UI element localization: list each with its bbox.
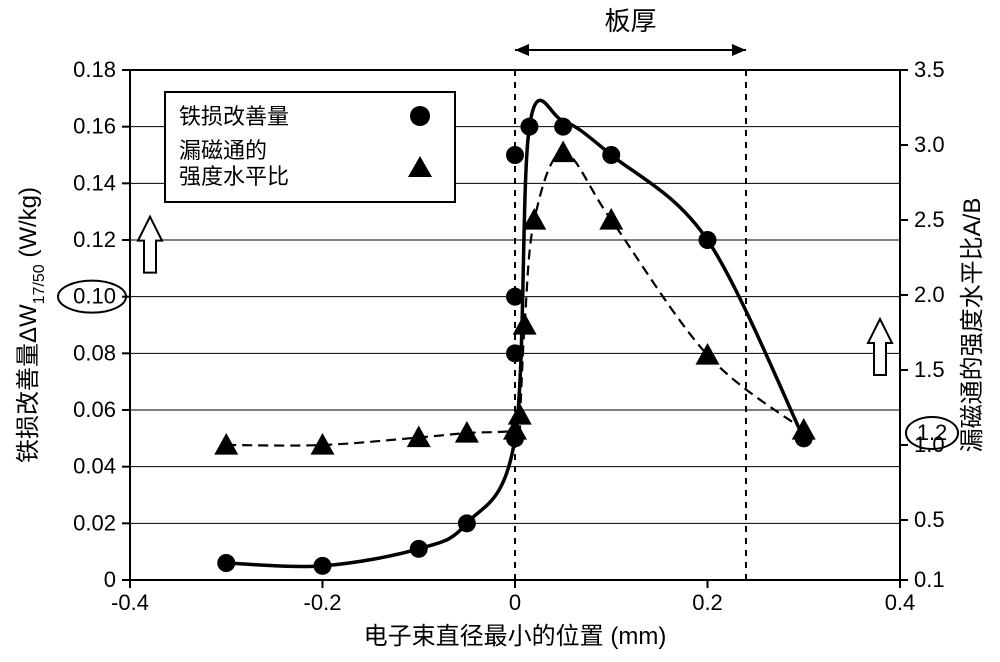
callout-right-value: 1.2 (917, 420, 948, 445)
x-tick-label: -0.2 (304, 590, 342, 615)
x-tick-label: -0.4 (111, 590, 149, 615)
marker-circle (520, 118, 538, 136)
marker-circle (554, 118, 572, 136)
marker-triangle (599, 208, 623, 230)
x-axis-label: 电子束直径最小的位置 (mm) (364, 623, 667, 650)
yr-tick-label: 2.5 (914, 207, 945, 232)
yl-tick-label: 0.12 (73, 227, 116, 252)
yl-tick-label: 0.16 (73, 114, 116, 139)
legend-item-2a: 漏磁通的 (179, 138, 267, 163)
marker-triangle (508, 403, 532, 425)
yr-tick-label: 3.5 (914, 57, 945, 82)
x-tick-label: 0 (509, 590, 521, 615)
yr-tick-label: 0.5 (914, 507, 945, 532)
yr-tick-label: 1.5 (914, 357, 945, 382)
yr-tick-label: 0.1 (914, 567, 945, 592)
marker-triangle (214, 433, 238, 455)
dual-axis-chart: -0.4 -0.2 0 0.2 0.4 电子束直径最小的位置 (mm) 0 0.02 0.04 0… (0, 0, 1000, 662)
legend-item-1: 铁损改善量 (179, 104, 289, 129)
yl-tick-label: 0.04 (73, 454, 116, 479)
marker-triangle (513, 313, 537, 335)
marker-circle (314, 557, 332, 575)
marker-circle (410, 540, 428, 558)
marker-circle (506, 146, 524, 164)
marker-circle (458, 514, 476, 532)
marker-triangle (551, 141, 575, 163)
arrowhead-left (515, 44, 529, 56)
yr-tick-label: 2.0 (914, 282, 945, 307)
yl-tick-label: 0.14 (73, 170, 116, 195)
yl-tick-label: 0.18 (73, 57, 116, 82)
marker-circle (217, 554, 235, 572)
yl-axis-label: 铁损改善量ΔW17/50 (W/kg) (15, 187, 48, 463)
yl-tick-label: 0.02 (73, 510, 116, 535)
x-tick-label: 0.2 (692, 590, 723, 615)
marker-circle (506, 288, 524, 306)
x-tick-label: 0.4 (885, 590, 916, 615)
yr-tick-label: 3.0 (914, 132, 945, 157)
up-arrow-icon (138, 217, 162, 273)
marker-circle (506, 344, 524, 362)
yl-axis-label-group: 铁损改善量ΔW17/50 (W/kg) (15, 187, 48, 463)
legend-item-2b: 强度水平比 (179, 164, 289, 189)
yl-tick-label: 0 (104, 567, 116, 592)
yl-tick-label: 0.06 (73, 397, 116, 422)
yr-axis-label-group: 漏磁通的强度水平比A/B (959, 198, 986, 453)
yl-tick-label: 0.10 (73, 284, 116, 309)
top-title: 板厚 (604, 6, 656, 36)
yr-axis-label: 漏磁通的强度水平比A/B (959, 198, 986, 453)
legend-marker-circle (410, 106, 430, 126)
yl-tick-label: 0.08 (73, 340, 116, 365)
marker-circle (602, 146, 620, 164)
marker-circle (699, 231, 717, 249)
up-arrow-icon (868, 319, 892, 375)
arrowhead-right (732, 44, 746, 56)
